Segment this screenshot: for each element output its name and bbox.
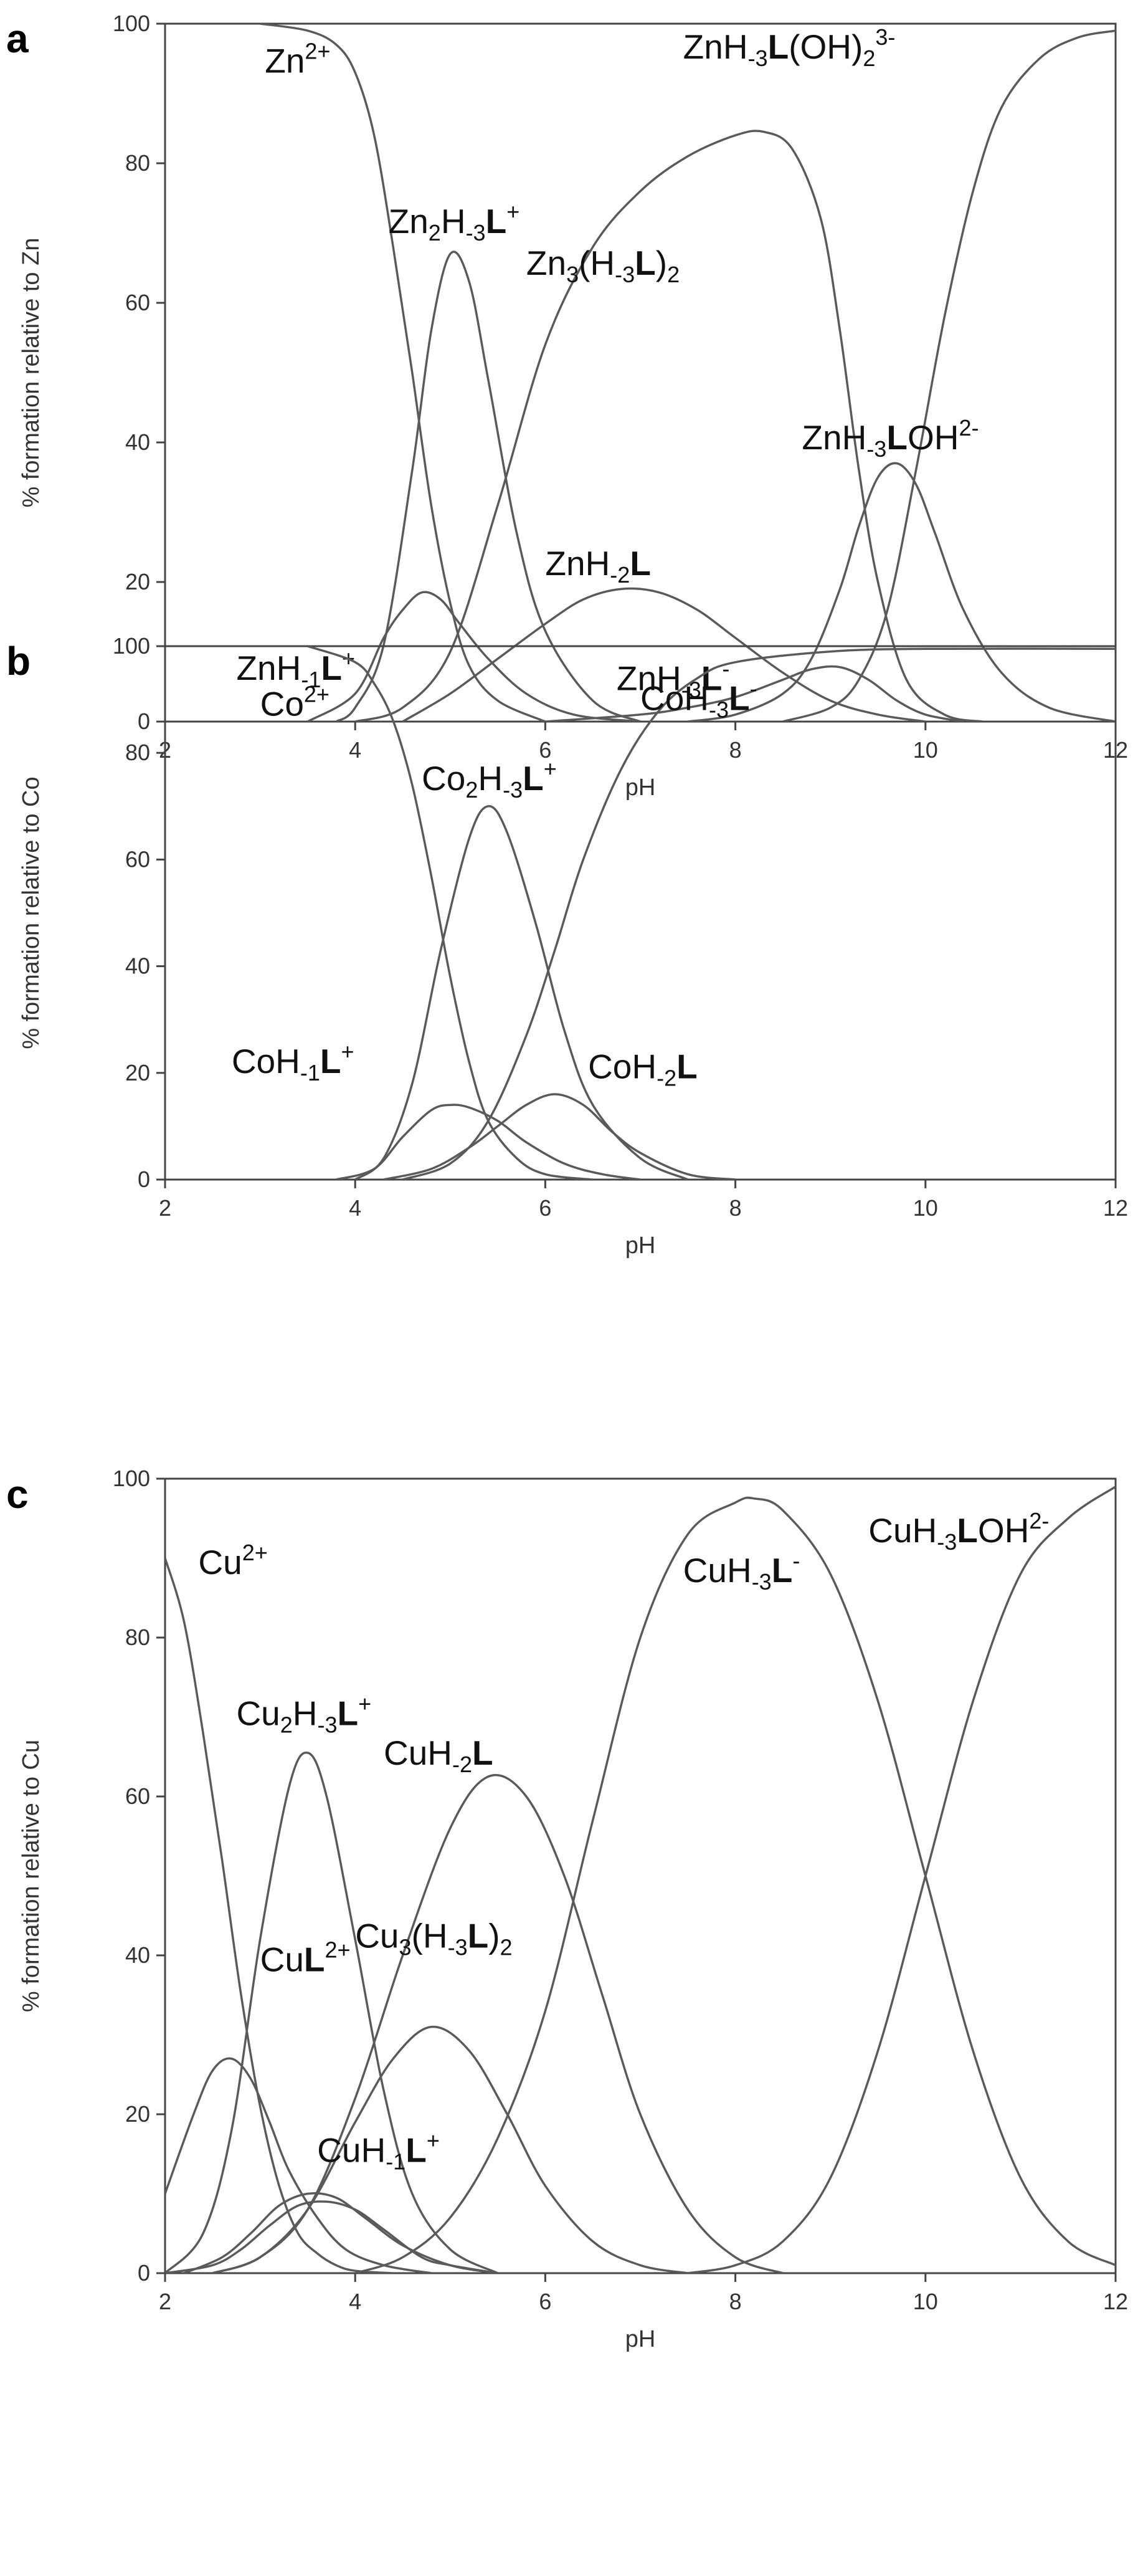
series-line-cuh-1l- — [165, 2200, 498, 2273]
x-tick-label: 6 — [539, 737, 551, 763]
y-tick-label: 100 — [113, 1466, 150, 1491]
y-tick-label: 0 — [138, 708, 150, 734]
series-line-znh-3l- — [545, 665, 964, 722]
species-label-coh-1l-: CoH-1L+ — [232, 1039, 354, 1085]
x-tick-label: 2 — [159, 1195, 171, 1221]
series-line-znh-3loh2- — [688, 462, 1116, 722]
series-line-cuh-1l-b- — [183, 2192, 498, 2273]
series-line-coh-3l- — [402, 647, 1116, 1180]
panel-letter: b — [6, 639, 31, 684]
series-line-cu2h-3l- — [165, 1751, 498, 2273]
x-tick-label: 4 — [349, 737, 361, 763]
species-label-co2-: Co2+ — [260, 681, 330, 723]
species-label-coh-2l: CoH-2L — [588, 1047, 698, 1090]
x-tick-label: 8 — [729, 2289, 742, 2314]
series-line-cuh-3l- — [354, 1496, 1116, 2273]
series-line-coh-2l — [383, 1093, 736, 1180]
y-tick-label: 20 — [125, 1060, 150, 1085]
plot-frame — [164, 1477, 1117, 2274]
y-tick-label: 40 — [125, 953, 150, 979]
x-tick-label: 8 — [729, 1195, 742, 1221]
series-line-cu2- — [165, 1557, 394, 2273]
series-line-cuh-2l — [212, 1773, 784, 2273]
species-label-zn3-h-3l-2: Zn3(H-3L)2 — [526, 244, 680, 287]
series-line-cul2- — [165, 2057, 432, 2273]
species-label-cu3-h-3l-2: Cu3(H-3L)2 — [355, 1916, 512, 1960]
species-label-cul2-: CuL2+ — [260, 1937, 351, 1979]
x-axis-title: pH — [625, 2326, 656, 2352]
species-label-cuh-1l-: CuH-1L+ — [317, 2128, 440, 2175]
y-tick-label: 20 — [125, 569, 150, 594]
x-tick-label: 2 — [159, 2289, 171, 2314]
species-label-znh-2l: ZnH-2L — [545, 544, 651, 588]
series-line-znh-3l-oh-2-3- — [782, 29, 1116, 722]
series-line-cu3-h-3l-2 — [212, 2026, 688, 2273]
series-group — [307, 646, 1116, 1180]
y-tick-label: 80 — [125, 150, 150, 176]
x-tick-label: 6 — [539, 2289, 551, 2314]
x-axis-title: pH — [625, 775, 656, 801]
y-axis-title: % formation relative to Co — [18, 776, 44, 1049]
y-tick-label: 20 — [125, 2101, 150, 2127]
series-line-zn2- — [260, 24, 546, 722]
series-group — [165, 1486, 1116, 2273]
y-tick-label: 60 — [125, 290, 150, 315]
series-line-co2- — [307, 646, 593, 1180]
species-label-cu2-: Cu2+ — [198, 1540, 267, 1581]
species-label-cuh-3loh2-: CuH-3LOH2- — [868, 1508, 1049, 1555]
x-tick-label: 4 — [349, 1195, 361, 1221]
series-group — [260, 24, 1116, 722]
y-tick-label: 0 — [138, 2260, 150, 2286]
y-tick-label: 100 — [113, 633, 150, 659]
x-tick-label: 10 — [913, 2289, 938, 2314]
y-tick-label: 80 — [125, 1624, 150, 1650]
x-tick-label: 12 — [1103, 2289, 1128, 2314]
series-line-coh-1l- — [336, 1104, 641, 1180]
series-line-cuh-3loh2- — [688, 1486, 1116, 2273]
panel-letter: c — [6, 1472, 29, 1517]
y-tick-label: 80 — [125, 740, 150, 765]
y-tick-label: 60 — [125, 846, 150, 872]
species-label-znh-1l-: ZnH-1L+ — [236, 646, 355, 692]
y-axis-title: % formation relative to Cu — [18, 1740, 44, 2012]
chart-panel-c: c 2 4 6 8 10 12 0 20 40 60 80 100 pH % formation relat… — [6, 1466, 1128, 2352]
species-label-cuh-2l: CuH-2L — [384, 1734, 493, 1777]
y-axis-title: % formation relative to Zn — [18, 238, 44, 508]
species-label-co2h-3l-: Co2H-3L+ — [422, 756, 557, 803]
plot-frame — [164, 22, 1117, 723]
y-tick-label: 100 — [113, 11, 150, 36]
species-label-zn2h-3l-: Zn2H-3L+ — [389, 199, 520, 246]
species-label-znh-3l-: ZnH-3L- — [617, 656, 730, 703]
y-tick-label: 0 — [138, 1166, 150, 1192]
series-line-zn3-h-3l-2 — [354, 130, 983, 722]
species-label-zn2-: Zn2+ — [265, 38, 330, 80]
species-label-coh-3l-: CoH-3L- — [640, 676, 757, 723]
x-tick-label: 6 — [539, 1195, 551, 1221]
series-line-co2h-3l- — [354, 805, 689, 1180]
x-tick-label: 4 — [349, 2289, 361, 2314]
y-tick-label: 40 — [125, 429, 150, 455]
x-tick-label: 12 — [1103, 1195, 1128, 1221]
plot-frame — [164, 645, 1117, 1181]
y-tick-label: 40 — [125, 1942, 150, 1968]
species-label-znh-3loh2-: ZnH-3LOH2- — [802, 415, 979, 462]
series-line-zn2h-3l- — [335, 250, 641, 722]
series-line-znh-1l- — [307, 591, 641, 722]
x-tick-label: 10 — [913, 1195, 938, 1221]
species-label-znh-3l-oh-2-3-: ZnH-3L(OH)23- — [683, 24, 896, 71]
x-axis-title: pH — [625, 1233, 656, 1259]
x-tick-label: 8 — [729, 737, 742, 763]
y-tick-label: 60 — [125, 1783, 150, 1809]
x-tick-label: 10 — [913, 737, 938, 763]
species-label-cu2h-3l-: Cu2H-3L+ — [236, 1691, 371, 1737]
species-label-cuh-3l-: CuH-3L- — [683, 1548, 800, 1595]
series-line-znh-2l — [402, 587, 926, 722]
panel-letter: a — [6, 16, 29, 61]
